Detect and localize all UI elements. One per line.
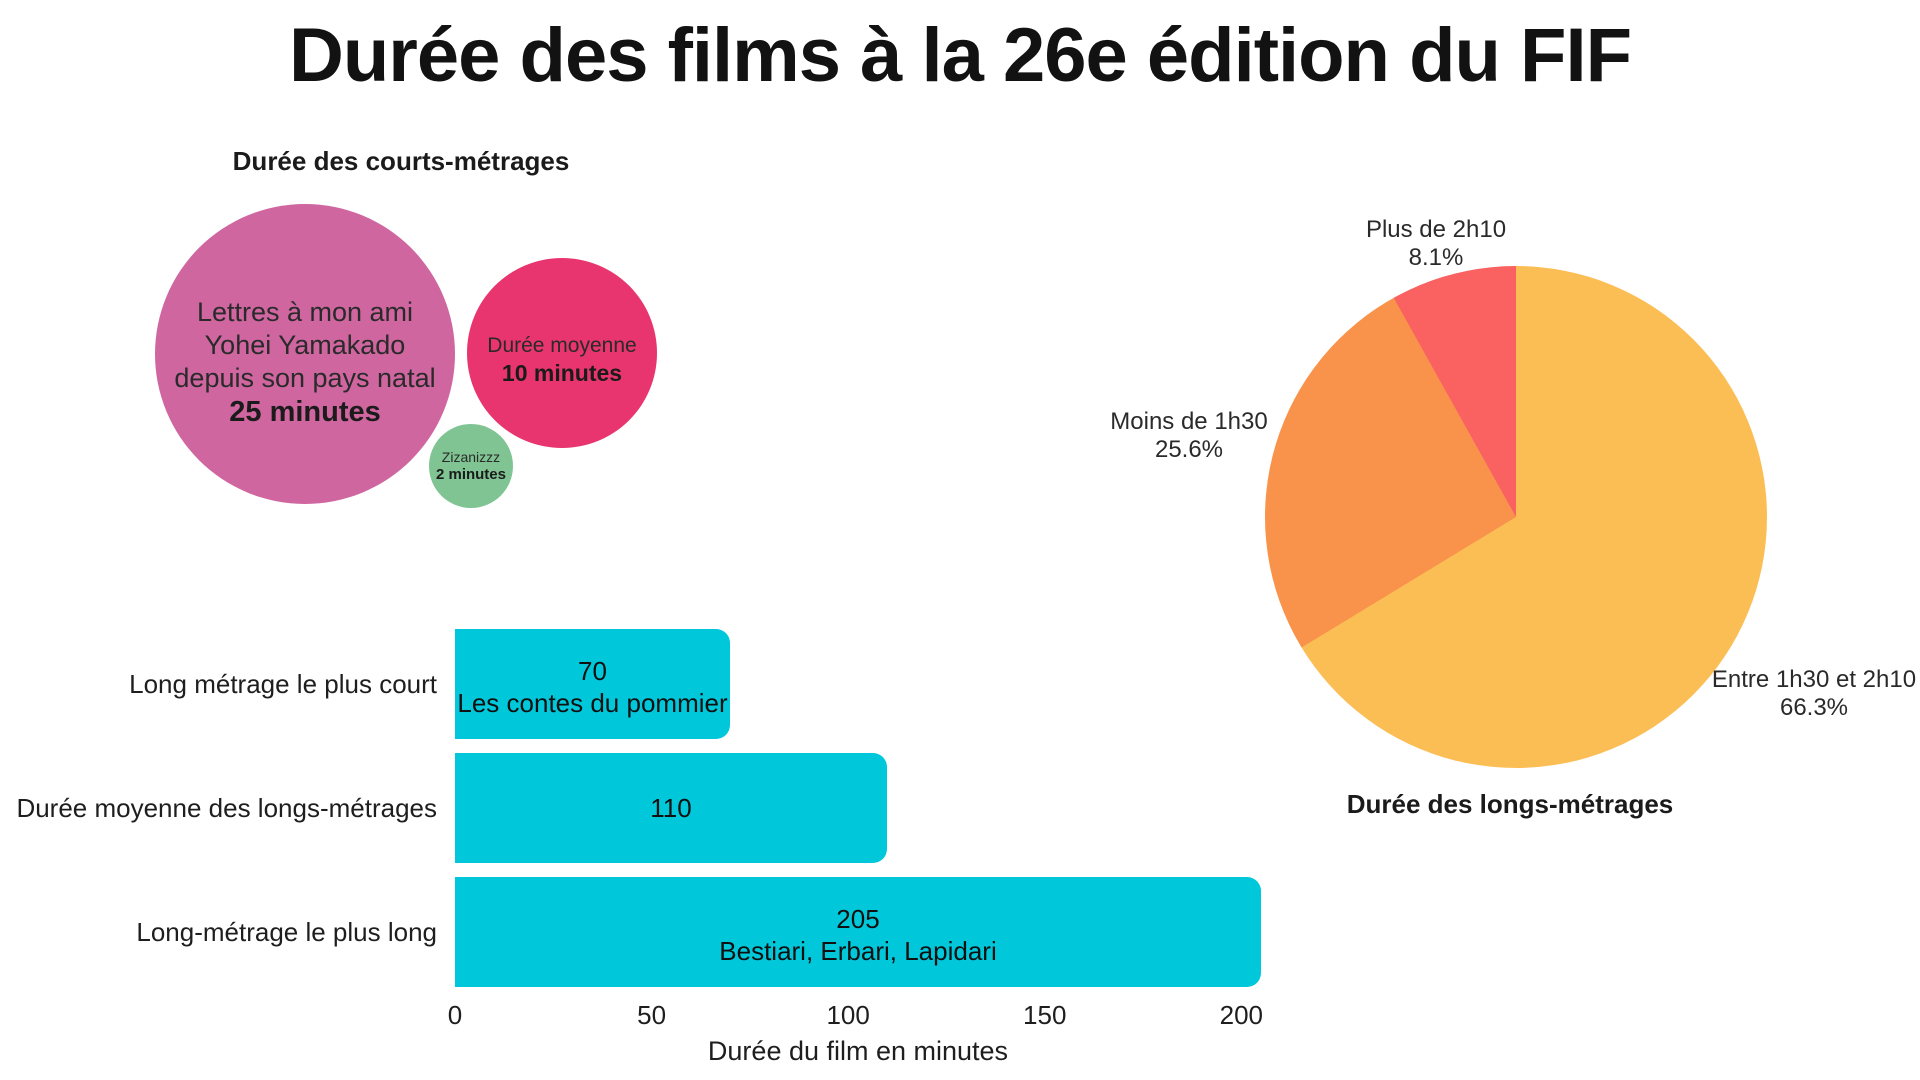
bar-value: 70 <box>578 656 607 686</box>
pie-slice-name: Entre 1h30 et 2h10 <box>1711 666 1917 693</box>
bubble-chart-title: Durée des courts-métrages <box>232 146 570 176</box>
bubble-label-line: Zizanizzz <box>441 449 501 466</box>
pie-slice-pct: 66.3% <box>1779 694 1849 721</box>
pie-chart <box>1265 266 1767 768</box>
bubble-text: Lettres à mon ami Yohei Yamakado depuis so… <box>155 278 455 430</box>
bar-sublabel: Les contes du pommier <box>457 688 728 718</box>
bubble-label-line: Yohei Yamakado <box>204 329 406 360</box>
x-tick-label: 200 <box>1219 1000 1264 1030</box>
bar-row-label: Durée moyenne des longs-métrages <box>16 793 437 823</box>
pie-slice-pct: 25.6% <box>1154 436 1224 463</box>
pie-slice-pct: 8.1% <box>1408 244 1464 271</box>
bar-row-label: Long-métrage le plus long <box>136 917 437 947</box>
x-tick-label: 100 <box>826 1000 870 1030</box>
bar: 110 <box>455 753 887 863</box>
x-axis-title: Durée du film en minutes <box>707 1036 1009 1066</box>
bubble: Zizanizzz 2 minutes <box>428 423 514 509</box>
bubble-value: 10 minutes <box>501 359 623 386</box>
bubble-value: 25 minutes <box>229 395 381 428</box>
bar-row-label: Long métrage le plus court <box>129 669 437 699</box>
pie-slice-label: Entre 1h30 et 2h10 66.3% <box>1654 666 1920 722</box>
x-tick-label: 50 <box>637 1000 667 1030</box>
bubble-text: Zizanizzz 2 minutes <box>429 447 514 484</box>
bubble: Durée moyenne 10 minutes <box>467 258 657 448</box>
bubble-label-line: depuis son pays natal <box>174 362 436 393</box>
bar-value: 205 <box>836 904 880 934</box>
bubble: Lettres à mon ami Yohei Yamakado depuis so… <box>155 204 455 504</box>
page-title: Durée des films à la 26e édition du FIF <box>288 13 1632 98</box>
pie-slice-label: Moins de 1h30 25.6% <box>1029 408 1349 464</box>
bubble-label-line: Lettres à mon ami <box>196 296 414 327</box>
bar: 205 Bestiari, Erbari, Lapidari <box>455 877 1261 987</box>
x-tick-label: 0 <box>447 1000 463 1030</box>
bar-sublabel: Bestiari, Erbari, Lapidari <box>719 936 997 966</box>
bubble-value: 2 minutes <box>435 466 506 484</box>
pie-slice-name: Plus de 2h10 <box>1365 216 1507 243</box>
pie-chart-caption: Durée des longs-métrages <box>1346 789 1674 819</box>
x-tick-label: 150 <box>1023 1000 1067 1030</box>
pie-slice-label: Plus de 2h10 8.1% <box>1276 216 1596 272</box>
bubble-text: Durée moyenne 10 minutes <box>467 319 657 387</box>
bar-value: 110 <box>650 793 692 823</box>
bar: 70 Les contes du pommier <box>455 629 730 739</box>
bubble-label-line: Durée moyenne <box>487 334 637 358</box>
pie-slice-name: Moins de 1h30 <box>1110 408 1268 435</box>
